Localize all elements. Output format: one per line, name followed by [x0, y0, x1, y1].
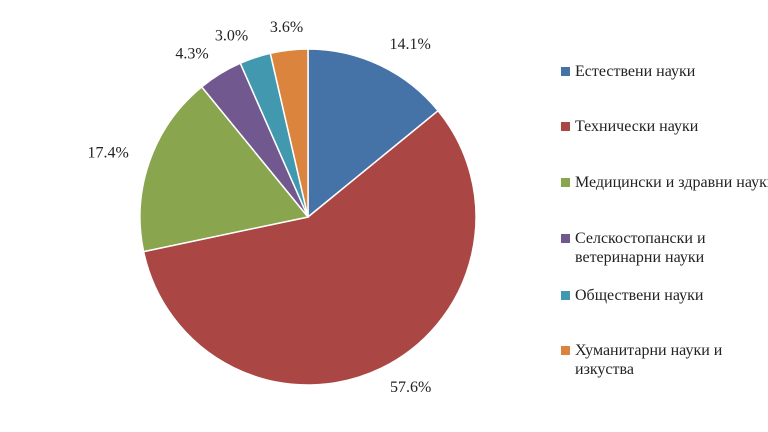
legend-label: Естествени науки: [575, 63, 696, 80]
legend-swatch: [561, 291, 570, 300]
pie-slice: [142, 109, 477, 386]
legend-label: Селскостопански и ветеринарни науки: [575, 230, 706, 266]
legend-entry: Хуманитарни науки и изкуства: [561, 341, 768, 379]
legend-label: Технически науки: [575, 118, 699, 135]
legend-swatch: [561, 67, 570, 76]
legend-label: Хуманитарни науки и изкуства: [575, 342, 723, 378]
legend-swatch: [561, 346, 570, 355]
data-label: 3.0%: [215, 27, 248, 44]
legend-entry: Обществени науки: [561, 286, 768, 305]
legend-entry: Технически науки: [561, 117, 768, 136]
legend-entry: Естествени науки: [561, 62, 768, 81]
data-label: 14.1%: [389, 36, 430, 53]
pie-slice: [307, 48, 440, 219]
pie-slice: [269, 48, 309, 218]
data-label: 4.3%: [175, 46, 208, 63]
legend-entry: Селскостопански и ветеринарни науки: [561, 229, 768, 267]
legend-swatch: [561, 122, 570, 131]
legend-label: Обществени науки: [575, 287, 704, 304]
pie-slice: [139, 85, 310, 253]
legend-entry: Медицински и здравни науки: [561, 173, 768, 192]
legend-swatch: [561, 178, 570, 187]
legend-label: Медицински и здравни науки: [575, 174, 768, 191]
legend-swatch: [561, 234, 570, 243]
data-label: 3.6%: [270, 19, 303, 36]
data-label: 57.6%: [390, 379, 431, 396]
data-label: 17.4%: [88, 144, 129, 161]
